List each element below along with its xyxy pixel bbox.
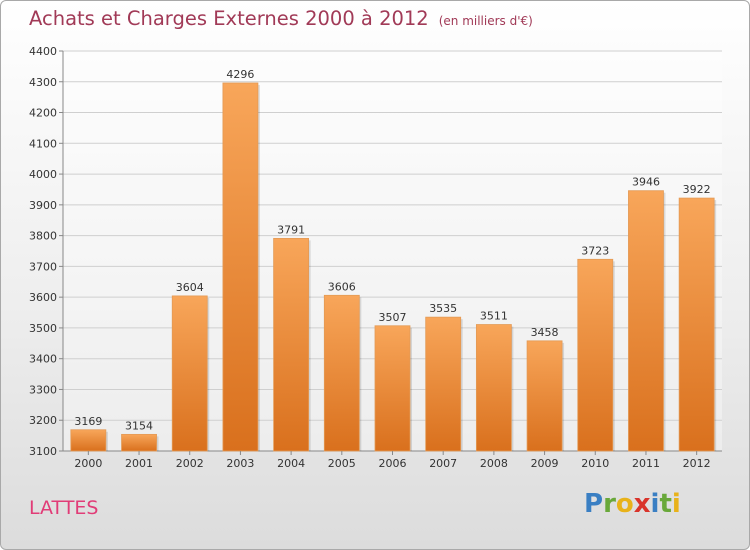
- value-label: 3169: [74, 415, 102, 428]
- place-label: LATTES: [29, 497, 99, 519]
- y-tick-label: 4000: [29, 168, 57, 181]
- bar: [171, 295, 208, 452]
- value-label: 3946: [632, 176, 660, 189]
- x-tick-label: 2010: [581, 457, 609, 470]
- y-tick-label: 4300: [29, 76, 57, 89]
- y-tick-label: 4400: [29, 45, 57, 58]
- bar-chart: 3100 3200 3300 3400 3500 3600 3700 3800 3900 4000…: [29, 45, 722, 470]
- bar: [678, 197, 715, 452]
- chart-title: Achats et Charges Externes 2000 à 2012 (e…: [29, 7, 533, 30]
- bar: [121, 433, 157, 452]
- y-tick-label: 3800: [29, 230, 57, 243]
- bar: [273, 237, 310, 452]
- x-tick-label: 2000: [74, 457, 102, 470]
- x-tick-label: 2006: [379, 457, 407, 470]
- y-tick-label: 3600: [29, 291, 57, 304]
- bar: [323, 294, 360, 452]
- x-tick-label: 2009: [531, 457, 559, 470]
- x-tick-label: 2004: [277, 457, 305, 470]
- y-tick-label: 3300: [29, 383, 57, 396]
- x-tick-label: 2002: [176, 457, 204, 470]
- value-label: 3723: [581, 244, 609, 257]
- x-tick-label: 2005: [328, 457, 356, 470]
- logo-letter: x: [633, 489, 651, 519]
- y-tick-label: 3700: [29, 260, 57, 273]
- value-label: 3922: [683, 183, 711, 196]
- y-tick-label: 4100: [29, 137, 57, 150]
- logo-letter: i: [650, 489, 660, 519]
- bar: [526, 340, 563, 452]
- value-label: 3604: [176, 281, 204, 294]
- x-tick-label: 2001: [125, 457, 153, 470]
- unit-note: (en milliers d'€): [438, 14, 533, 28]
- bar: [70, 429, 107, 452]
- x-tick-label: 2007: [429, 457, 457, 470]
- bar: [425, 316, 462, 452]
- proxiti-logo: Proxiti: [584, 489, 681, 519]
- x-tick-label: 2011: [632, 457, 660, 470]
- chart-title-text: Achats et Charges Externes 2000 à 2012: [29, 7, 429, 30]
- value-label: 3791: [277, 223, 305, 236]
- x-tick-label: 2008: [480, 457, 508, 470]
- bar: [577, 258, 614, 452]
- y-tick-label: 3100: [29, 445, 57, 458]
- logo-letter: i: [671, 489, 681, 519]
- bar: [628, 190, 664, 452]
- value-label: 4296: [226, 68, 254, 81]
- value-label: 3606: [328, 280, 356, 293]
- bar: [374, 325, 411, 452]
- y-tick-label: 3500: [29, 322, 57, 335]
- y-tick-label: 3400: [29, 353, 57, 366]
- y-tick-label: 4200: [29, 107, 57, 120]
- y-tick-label: 3200: [29, 414, 57, 427]
- x-tick-label: 2003: [226, 457, 254, 470]
- value-label: 3507: [379, 311, 407, 324]
- logo-letter: P: [584, 489, 604, 519]
- value-label: 3511: [480, 310, 508, 323]
- y-tick-label: 3900: [29, 199, 57, 212]
- value-label: 3458: [531, 326, 559, 339]
- value-label: 3154: [125, 419, 153, 432]
- logo-letter: o: [615, 489, 634, 519]
- bar: [475, 324, 512, 452]
- x-tick-label: 2012: [683, 457, 711, 470]
- logo-letter: r: [603, 489, 616, 519]
- value-label: 3535: [429, 302, 457, 315]
- logo-letter: t: [659, 489, 672, 519]
- bar: [222, 82, 259, 452]
